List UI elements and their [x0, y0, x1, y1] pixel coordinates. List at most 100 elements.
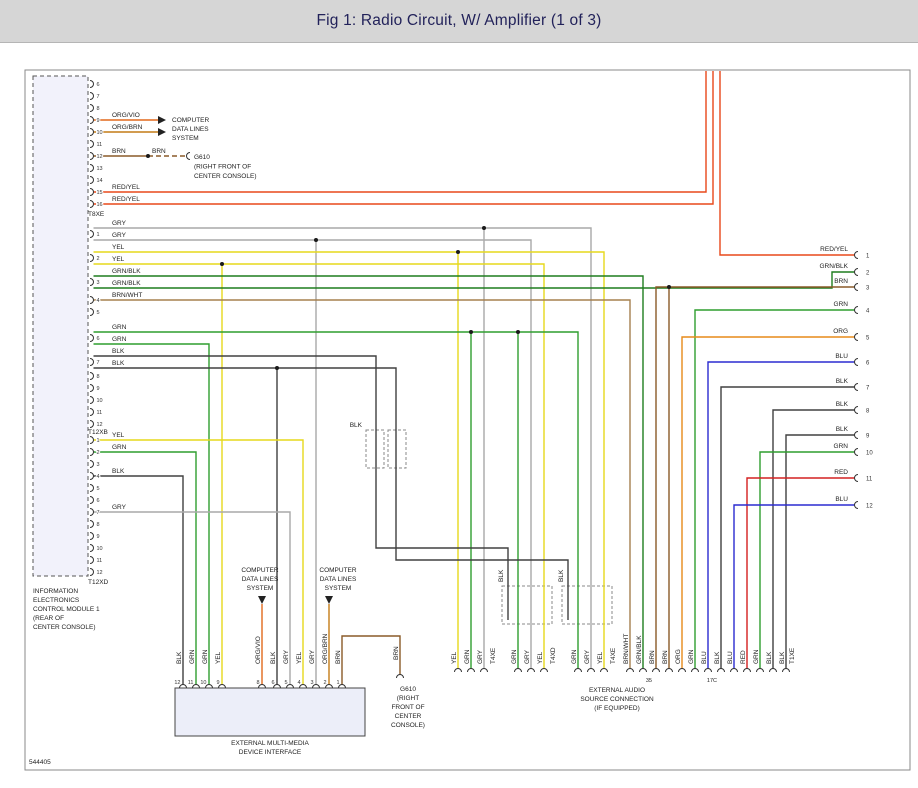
wire-label: BLK	[270, 651, 277, 664]
pin-arc	[540, 668, 548, 673]
wire-label: BLK	[836, 401, 849, 408]
pin-number: 12	[97, 422, 103, 428]
pin-arc	[854, 268, 859, 276]
wire-label: YEL	[215, 651, 222, 664]
wire-label: GRY	[524, 649, 531, 664]
pin-number: 5	[97, 310, 100, 316]
pin-arc	[89, 520, 94, 528]
wire-blk	[772, 409, 855, 669]
pin-arc	[678, 668, 686, 673]
wire-grn-blk	[93, 271, 855, 289]
wire-label: YEL	[112, 256, 125, 263]
wire-label: BRN	[649, 650, 656, 664]
pin-arc	[89, 436, 94, 444]
pin-arc	[312, 684, 320, 689]
pin-arc	[89, 448, 94, 456]
pin-arc	[89, 176, 94, 184]
wire-label: BLK	[714, 651, 721, 664]
data-line-arrow-icon	[158, 116, 166, 124]
pin-arc	[89, 568, 94, 576]
pin-number: 1	[866, 254, 870, 260]
shield-box	[365, 429, 385, 469]
pin-number: 4	[97, 474, 100, 480]
wire-brn	[341, 635, 401, 685]
text-block-line: COMPUTER	[172, 117, 210, 124]
wire-label: BLK	[766, 651, 773, 664]
pin-arc	[89, 308, 94, 316]
text-block-line: DATA LINES	[242, 576, 279, 583]
pin-arc	[89, 420, 94, 428]
junction-dot	[667, 285, 671, 289]
wire-red-yel	[93, 71, 707, 193]
wire-label: BLU	[835, 496, 848, 503]
wire-grn	[93, 331, 579, 669]
wire-label: GRY	[112, 220, 127, 227]
pin-number: 9	[216, 680, 219, 686]
wire-red-yel	[719, 71, 855, 256]
wire-label: BRN	[662, 650, 669, 664]
pin-arc	[338, 684, 346, 689]
pin-number: 10	[866, 451, 873, 457]
pin-number: 3	[866, 286, 870, 292]
figure-code: 544405	[29, 759, 51, 766]
pin-number: 4	[297, 680, 300, 686]
pin-number: 3	[310, 680, 313, 686]
wire-label: BLK	[350, 422, 363, 429]
wire-grn	[93, 343, 210, 685]
wire-label: GRN	[511, 649, 518, 664]
text-block-line: CENTER CONSOLE)	[194, 173, 256, 180]
wire-label: YEL	[296, 651, 303, 664]
text-block-line: SYSTEM	[172, 135, 199, 142]
pin-arc	[89, 372, 94, 380]
pin-number: 6	[97, 336, 100, 342]
pin-arc	[600, 668, 608, 673]
text-block-line: G610	[400, 686, 416, 693]
wire-label: GRN	[202, 649, 209, 664]
pin-number: 13	[97, 166, 103, 172]
pin-arc	[89, 164, 94, 172]
pin-number: 7	[97, 94, 100, 100]
text-block-line: CONSOLE)	[391, 722, 425, 729]
pin-number: 10	[97, 398, 103, 404]
wire-label: 35	[646, 678, 652, 684]
pin-arc	[89, 472, 94, 480]
pin-number: 11	[188, 680, 194, 686]
pin-arc	[467, 668, 475, 673]
pin-number: 16	[97, 202, 103, 208]
pin-arc	[730, 668, 738, 673]
wire-label: BRN	[152, 148, 166, 155]
pin-number: 1	[336, 680, 339, 686]
wire-label: GRN/BLK	[636, 635, 643, 664]
wire-label: ORG/VIO	[255, 636, 262, 664]
wire-label: BRN	[834, 278, 848, 285]
pin-number: 8	[97, 522, 100, 528]
pin-arc	[89, 128, 94, 136]
wire-label: GRN	[571, 649, 578, 664]
pin-arc	[179, 684, 187, 689]
pin-arc	[192, 684, 200, 689]
pin-arc	[89, 396, 94, 404]
wire-label: GRY	[477, 649, 484, 664]
pin-number: 11	[97, 558, 103, 564]
wire-label: GRN	[112, 444, 127, 451]
wire-grn-blk	[93, 275, 644, 669]
pin-arc	[205, 684, 213, 689]
wire-label: BLK	[176, 651, 183, 664]
wire-grn	[759, 451, 855, 669]
wire-yel	[93, 263, 545, 669]
wire-label: ORG	[833, 328, 848, 335]
module-name-line: INFORMATION	[33, 588, 78, 595]
shield-box	[561, 585, 613, 625]
junction-dot	[275, 366, 279, 370]
wire-label: GRN	[834, 301, 849, 308]
module-name-line: CENTER CONSOLE)	[33, 624, 95, 631]
pin-arc	[854, 501, 859, 509]
pin-number: 8	[97, 374, 100, 380]
junction-dot	[482, 226, 486, 230]
text-block-line: (RIGHT	[397, 695, 419, 702]
pin-arc	[286, 684, 294, 689]
pin-number: 12	[97, 570, 103, 576]
wire-label: GRN	[688, 649, 695, 664]
pin-number: 3	[97, 462, 100, 468]
